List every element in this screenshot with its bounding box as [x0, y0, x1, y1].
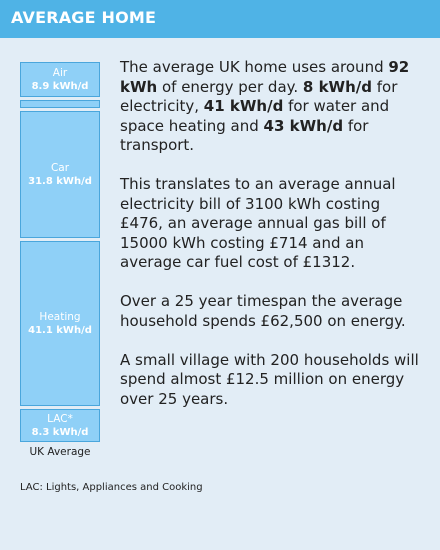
block-heating-value: 41.1 kWh/d — [28, 324, 92, 336]
text-run: for water and space heating and — [120, 97, 390, 135]
highlight-electricity: 8 kWh/d — [302, 77, 372, 96]
description-paragraph-2: This translates to an average annual ele… — [120, 175, 396, 271]
description-paragraph-3: Over a 25 year timespan the average hous… — [120, 292, 406, 330]
block-air: Air 8.9 kWh/d — [20, 62, 100, 97]
text-run: for electricity, — [120, 77, 398, 116]
description-text: The average UK home uses around 92 kWh o… — [120, 58, 425, 429]
breakdown-caption: UK Average — [29, 446, 91, 458]
block-lac: LAC* 8.3 kWh/d — [20, 409, 100, 442]
description-paragraph-4: A small village with 200 households will… — [120, 350, 419, 408]
block-car: Car 31.8 kWh/d — [20, 111, 100, 238]
text-run: of energy per day. — [157, 77, 303, 96]
highlight-heating: 41 kWh/d — [203, 97, 284, 115]
text-run: The average UK home uses around — [120, 58, 389, 76]
block-lac-label: LAC* — [47, 412, 73, 425]
description-paragraph-1: The average UK home uses around 92 kWh o… — [120, 58, 425, 156]
header-bar: AVERAGE HOME — [0, 0, 440, 38]
block-heating-label: Heating — [39, 310, 81, 323]
block-lac-value: 8.3 kWh/d — [31, 426, 89, 438]
block-air-label: Air — [52, 66, 68, 79]
text-run: for transport. — [120, 116, 369, 155]
footnote: LAC: Lights, Appliances and Cooking — [20, 482, 203, 493]
block-heating: Heating 41.1 kWh/d — [20, 241, 100, 406]
block-air-value: 8.9 kWh/d — [31, 80, 89, 92]
block-electricity — [20, 100, 100, 108]
highlight-transport: 43 kWh/d — [263, 116, 344, 135]
page-title: AVERAGE HOME — [11, 8, 157, 27]
block-car-value: 31.8 kWh/d — [28, 175, 92, 187]
highlight-total: 92 kWh — [120, 58, 410, 96]
block-car-label: Car — [50, 161, 70, 174]
